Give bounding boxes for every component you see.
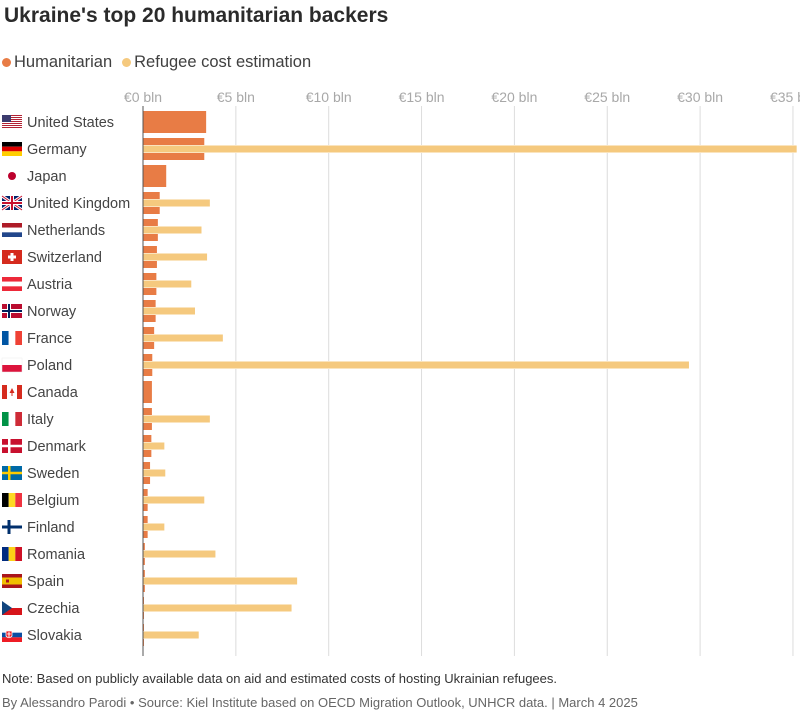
category-label: Spain <box>27 574 64 590</box>
netherlands-flag-icon <box>2 223 22 237</box>
bar-humanitarian <box>143 165 167 187</box>
legend-item-refugee-cost: Refugee cost estimation <box>122 53 311 72</box>
category-label: Poland <box>27 358 72 374</box>
legend-label-humanitarian: Humanitarian <box>14 52 113 71</box>
bar-refugee-cost <box>143 442 165 450</box>
denmark-flag-icon <box>2 439 22 453</box>
category-label: Romania <box>27 547 86 563</box>
italy-flag-icon <box>2 412 22 426</box>
bar-refugee-cost <box>143 496 205 504</box>
bar-humanitarian <box>143 381 152 403</box>
bar-refugee-cost <box>143 361 689 369</box>
category-label: United Kingdom <box>27 196 130 212</box>
category-label: Sweden <box>27 466 79 482</box>
france-flag-icon <box>2 331 22 345</box>
slovakia-flag-icon <box>2 628 22 642</box>
x-tick-label: €0 bln <box>124 89 162 105</box>
czechia-flag-icon <box>2 601 22 615</box>
chart-note: Note: Based on publicly available data o… <box>2 671 558 686</box>
category-label: United States <box>27 115 114 131</box>
x-tick-label: €10 bln <box>306 89 352 105</box>
bar-refugee-cost <box>143 199 210 207</box>
bar-chart: €0 bln €5 bln €10 bln €15 bln €20 bln €25 bln… <box>1 89 800 656</box>
category-label: Slovakia <box>27 628 83 644</box>
bar-refugee-cost <box>143 631 199 639</box>
x-tick-label: €5 bln <box>217 89 255 105</box>
bar-refugee-cost <box>143 523 165 531</box>
bar-refugee-cost <box>143 226 202 234</box>
x-tick-label: €30 bln <box>677 89 723 105</box>
x-tick-label: €15 bln <box>399 89 445 105</box>
category-label: Denmark <box>27 439 87 455</box>
x-tick-label: €20 bln <box>491 89 537 105</box>
belgium-flag-icon <box>2 493 22 507</box>
sweden-flag-icon <box>2 466 22 480</box>
category-label: Austria <box>27 277 73 293</box>
bar-refugee-cost <box>143 307 195 315</box>
bar-refugee-cost <box>143 280 192 288</box>
category-label: Japan <box>27 169 67 185</box>
x-tick-label: €35 bln <box>770 89 800 105</box>
bar-humanitarian <box>143 111 207 133</box>
bar-refugee-cost <box>143 415 210 423</box>
spain-flag-icon <box>2 574 22 588</box>
legend-item-humanitarian: Humanitarian <box>2 53 112 72</box>
us-flag-icon <box>2 115 22 129</box>
legend-label-refugee-cost: Refugee cost estimation <box>134 52 312 71</box>
category-label: Italy <box>27 412 54 428</box>
bar-refugee-cost <box>143 469 166 477</box>
japan-flag-icon <box>2 169 22 183</box>
bar-refugee-cost <box>143 334 223 342</box>
category-label: Norway <box>27 304 77 320</box>
bar-refugee-cost <box>143 577 298 585</box>
switzerland-flag-icon <box>2 250 22 264</box>
category-label: Belgium <box>27 493 79 509</box>
uk-flag-icon <box>1 194 23 212</box>
category-label: France <box>27 331 72 347</box>
category-label: Finland <box>27 520 75 536</box>
legend: Humanitarian Refugee cost estimation <box>2 51 321 73</box>
chart-title: Ukraine's top 20 humanitarian backers <box>4 4 389 27</box>
chart-byline: By Alessandro Parodi • Source: Kiel Inst… <box>2 695 638 710</box>
legend-swatch-humanitarian <box>2 57 11 67</box>
x-tick-label: €25 bln <box>584 89 630 105</box>
category-label: Czechia <box>27 601 80 617</box>
germany-flag-icon <box>2 142 22 156</box>
category-label: Netherlands <box>27 223 105 239</box>
canada-flag-icon <box>2 385 22 399</box>
bar-refugee-cost <box>143 145 797 153</box>
bar-refugee-cost <box>143 253 208 261</box>
bar-refugee-cost <box>143 604 292 612</box>
bar-refugee-cost <box>143 550 216 558</box>
poland-flag-icon <box>1 357 23 373</box>
romania-flag-icon <box>2 547 22 561</box>
finland-flag-icon <box>2 520 22 534</box>
category-label: Germany <box>27 142 87 158</box>
category-label: Canada <box>27 385 79 401</box>
austria-flag-icon <box>2 277 22 291</box>
legend-swatch-refugee-cost <box>122 57 132 67</box>
norway-flag-icon <box>2 304 22 318</box>
category-label: Switzerland <box>27 250 102 266</box>
